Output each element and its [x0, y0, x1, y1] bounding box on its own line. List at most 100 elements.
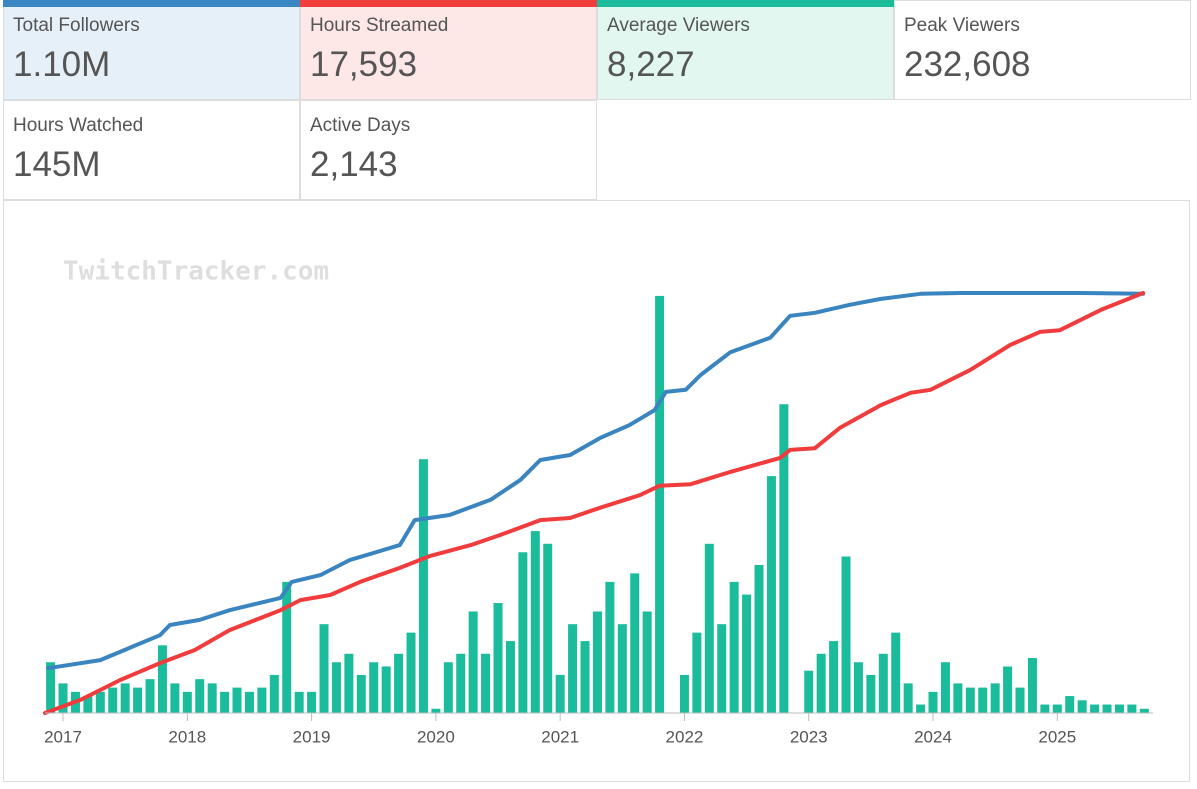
stat-card: Hours Watched 145M — [3, 100, 300, 200]
bar — [133, 687, 143, 713]
bar — [829, 641, 839, 713]
bar — [468, 611, 478, 713]
bar — [244, 691, 254, 713]
bar — [481, 653, 491, 713]
bar — [294, 691, 304, 713]
bar — [1077, 700, 1087, 713]
x-tick-label: 2017 — [44, 727, 82, 746]
bar — [978, 687, 988, 713]
bar — [95, 691, 105, 713]
stat-label: Average Viewers — [607, 15, 750, 36]
bar — [443, 662, 453, 713]
bar — [816, 653, 826, 713]
card-accent — [597, 0, 894, 7]
bar — [1127, 704, 1137, 713]
bar — [779, 404, 789, 713]
stat-card: Hours Streamed 17,593 — [300, 0, 597, 100]
stat-card: Average Viewers 8,227 — [597, 0, 894, 100]
stat-value: 2,143 — [310, 145, 398, 184]
bar — [319, 624, 329, 713]
stat-value: 145M — [13, 145, 101, 184]
bar — [1003, 666, 1013, 713]
line — [46, 291, 1146, 671]
bar — [940, 662, 950, 713]
x-tick-label: 2018 — [168, 727, 206, 746]
stat-card: Peak Viewers 232,608 — [894, 0, 1191, 100]
bar — [717, 624, 727, 713]
bar — [220, 691, 230, 713]
bar — [1015, 687, 1025, 713]
bar — [431, 708, 441, 713]
bar — [1052, 704, 1062, 713]
bar — [307, 691, 317, 713]
bar — [232, 687, 242, 713]
x-tick-label: 2025 — [1038, 727, 1076, 746]
x-tick-label: 2020 — [417, 727, 455, 746]
x-tick-label: 2019 — [293, 727, 331, 746]
bar — [406, 632, 416, 713]
bar — [108, 687, 118, 713]
bar — [655, 295, 665, 713]
bar — [742, 594, 752, 713]
bar — [841, 556, 851, 713]
bar — [679, 674, 689, 713]
bar — [766, 476, 776, 713]
stat-card: Active Days 2,143 — [300, 100, 597, 200]
x-tick-label: 2023 — [790, 727, 828, 746]
bar — [269, 674, 279, 713]
bar — [953, 683, 963, 713]
bar — [580, 641, 590, 713]
bar — [505, 641, 515, 713]
stat-card: Total Followers 1.10M — [3, 0, 300, 100]
bar — [120, 683, 130, 713]
bar — [804, 670, 814, 713]
bar — [916, 704, 926, 713]
stat-value: 8,227 — [607, 45, 695, 84]
bar — [853, 662, 863, 713]
bar — [282, 581, 292, 713]
x-tick-label: 2024 — [914, 727, 952, 746]
bar — [704, 543, 714, 713]
stat-value: 1.10M — [13, 45, 111, 84]
watermark: TwitchTracker.com — [63, 257, 329, 287]
bar — [182, 691, 192, 713]
stat-label: Total Followers — [13, 15, 140, 36]
bar — [369, 662, 379, 713]
bar — [1114, 704, 1124, 713]
bar — [1065, 696, 1075, 713]
stat-value: 232,608 — [904, 45, 1031, 84]
bar — [381, 666, 391, 713]
bar — [46, 662, 56, 713]
x-tick-label: 2022 — [666, 727, 704, 746]
stat-value: 17,593 — [310, 45, 418, 84]
bar — [1090, 704, 1100, 713]
bar — [394, 653, 404, 713]
bar — [356, 674, 366, 713]
bar — [1040, 704, 1050, 713]
bar — [878, 653, 888, 713]
bar — [257, 687, 267, 713]
bar — [642, 611, 652, 713]
bar — [990, 683, 1000, 713]
x-tick-label: 2021 — [541, 727, 579, 746]
stat-label: Hours Watched — [13, 115, 144, 136]
stat-label: Peak Viewers — [904, 15, 1020, 36]
bar — [568, 624, 578, 713]
bar — [493, 603, 503, 713]
bar — [630, 573, 640, 713]
bar — [1027, 658, 1037, 713]
bar — [83, 696, 93, 713]
bar — [58, 683, 68, 713]
bar — [692, 632, 702, 713]
bar — [617, 624, 627, 713]
bar — [965, 687, 975, 713]
bar — [157, 645, 167, 713]
line — [43, 291, 1146, 715]
bar — [207, 683, 217, 713]
bar — [1102, 704, 1112, 713]
chart-container — [3, 200, 1190, 782]
bar — [866, 674, 876, 713]
bar — [331, 662, 341, 713]
bar — [518, 552, 528, 713]
